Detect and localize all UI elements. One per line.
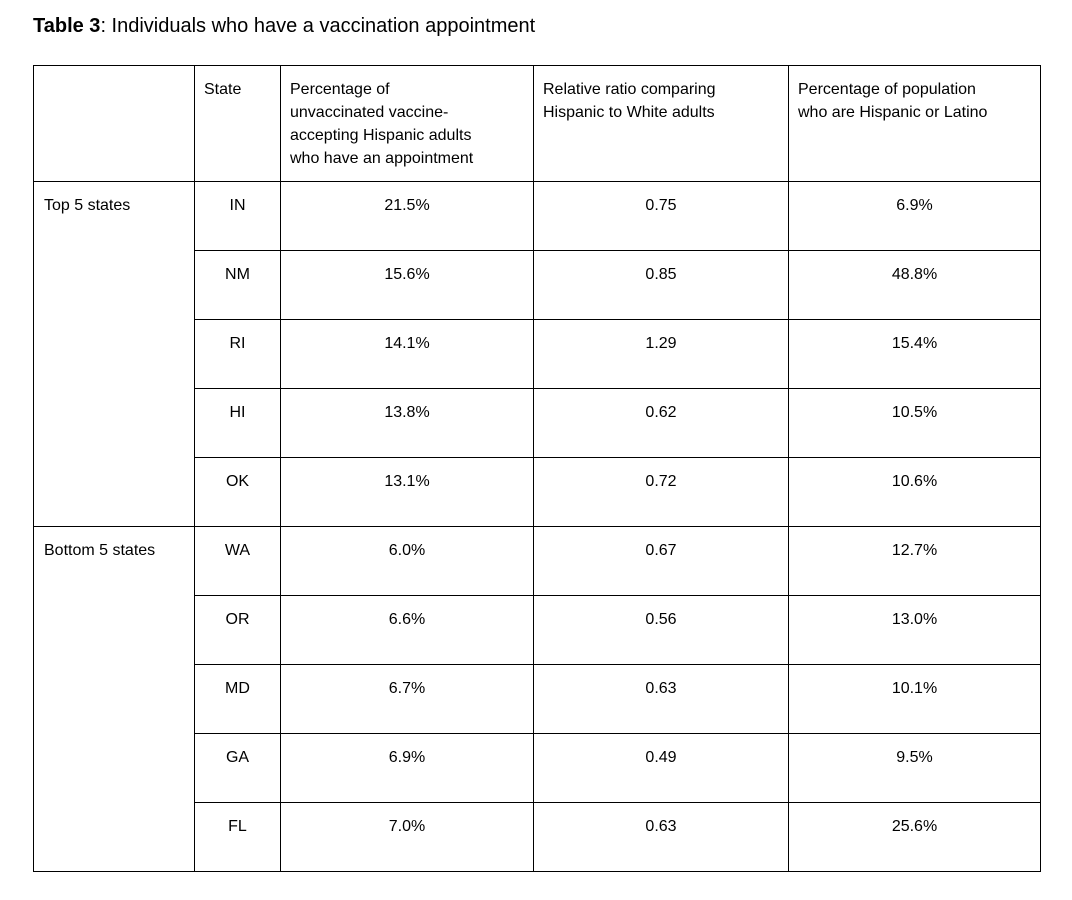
table-row: MD 6.7% 0.63 10.1%	[34, 664, 1041, 734]
population-pct-cell: 15.4%	[788, 319, 1041, 389]
population-pct-cell: 10.5%	[788, 388, 1041, 458]
state-cell: IN	[194, 181, 281, 251]
table-row: GA 6.9% 0.49 9.5%	[34, 733, 1041, 803]
header-appointment-pct-label: Percentage of unvaccinated vaccine-accep…	[290, 81, 474, 167]
population-pct-cell: 25.6%	[788, 802, 1041, 872]
appointment-pct-cell: 13.8%	[280, 388, 534, 458]
table-title-label: Table 3	[33, 15, 101, 37]
relative-ratio-cell: 0.72	[533, 457, 789, 527]
header-relative-ratio-label: Relative ratio comparing Hispanic to Whi…	[543, 81, 716, 121]
state-cell: NM	[194, 250, 281, 320]
appointment-pct-cell: 14.1%	[280, 319, 534, 389]
table-row: OR 6.6% 0.56 13.0%	[34, 595, 1041, 665]
header-state-label: State	[204, 81, 242, 98]
relative-ratio-cell: 0.75	[533, 181, 789, 251]
relative-ratio-cell: 0.67	[533, 526, 789, 596]
state-cell: OR	[194, 595, 281, 665]
header-empty	[33, 65, 195, 182]
header-appointment-pct: Percentage of unvaccinated vaccine-accep…	[280, 65, 534, 182]
table-row: OK 13.1% 0.72 10.6%	[34, 457, 1041, 527]
appointment-pct-cell: 15.6%	[280, 250, 534, 320]
vaccination-appointment-table: State Percentage of unvaccinated vaccine…	[33, 65, 1041, 872]
appointment-pct-cell: 6.6%	[280, 595, 534, 665]
table-header-row: State Percentage of unvaccinated vaccine…	[33, 65, 1041, 182]
population-pct-cell: 6.9%	[788, 181, 1041, 251]
table-row: Top 5 states IN 21.5% 0.75 6.9%	[33, 181, 1041, 527]
state-cell: FL	[194, 802, 281, 872]
header-relative-ratio: Relative ratio comparing Hispanic to Whi…	[533, 65, 789, 182]
state-cell: RI	[194, 319, 281, 389]
relative-ratio-cell: 0.63	[533, 664, 789, 734]
table-row: HI 13.8% 0.62 10.5%	[34, 388, 1041, 458]
appointment-pct-cell: 6.9%	[280, 733, 534, 803]
header-population-pct: Percentage of population who are Hispani…	[788, 65, 1041, 182]
relative-ratio-cell: 0.56	[533, 595, 789, 665]
table-row: RI 14.1% 1.29 15.4%	[34, 319, 1041, 389]
header-state: State	[194, 65, 281, 182]
appointment-pct-cell: 6.7%	[280, 664, 534, 734]
relative-ratio-cell: 0.85	[533, 250, 789, 320]
relative-ratio-cell: 1.29	[533, 319, 789, 389]
state-cell: WA	[194, 526, 281, 596]
table-row: Bottom 5 states WA 6.0% 0.67 12.7%	[33, 526, 1041, 872]
population-pct-cell: 48.8%	[788, 250, 1041, 320]
row-group-bottom-5: Bottom 5 states	[33, 526, 195, 872]
state-cell: OK	[194, 457, 281, 527]
row-group-top-5: Top 5 states	[33, 181, 195, 527]
population-pct-cell: 10.1%	[788, 664, 1041, 734]
relative-ratio-cell: 0.62	[533, 388, 789, 458]
appointment-pct-cell: 13.1%	[280, 457, 534, 527]
appointment-pct-cell: 6.0%	[280, 526, 534, 596]
population-pct-cell: 13.0%	[788, 595, 1041, 665]
state-cell: GA	[194, 733, 281, 803]
table-row: NM 15.6% 0.85 48.8%	[34, 250, 1041, 320]
table-row: FL 7.0% 0.63 25.6%	[34, 802, 1041, 872]
state-cell: MD	[194, 664, 281, 734]
appointment-pct-cell: 7.0%	[280, 802, 534, 872]
header-population-pct-label: Percentage of population who are Hispani…	[798, 81, 988, 121]
table-title: Table 3: Individuals who have a vaccinat…	[33, 14, 535, 38]
relative-ratio-cell: 0.63	[533, 802, 789, 872]
state-cell: HI	[194, 388, 281, 458]
relative-ratio-cell: 0.49	[533, 733, 789, 803]
population-pct-cell: 9.5%	[788, 733, 1041, 803]
population-pct-cell: 12.7%	[788, 526, 1041, 596]
appointment-pct-cell: 21.5%	[280, 181, 534, 251]
population-pct-cell: 10.6%	[788, 457, 1041, 527]
table-title-text: : Individuals who have a vaccination app…	[100, 15, 536, 37]
